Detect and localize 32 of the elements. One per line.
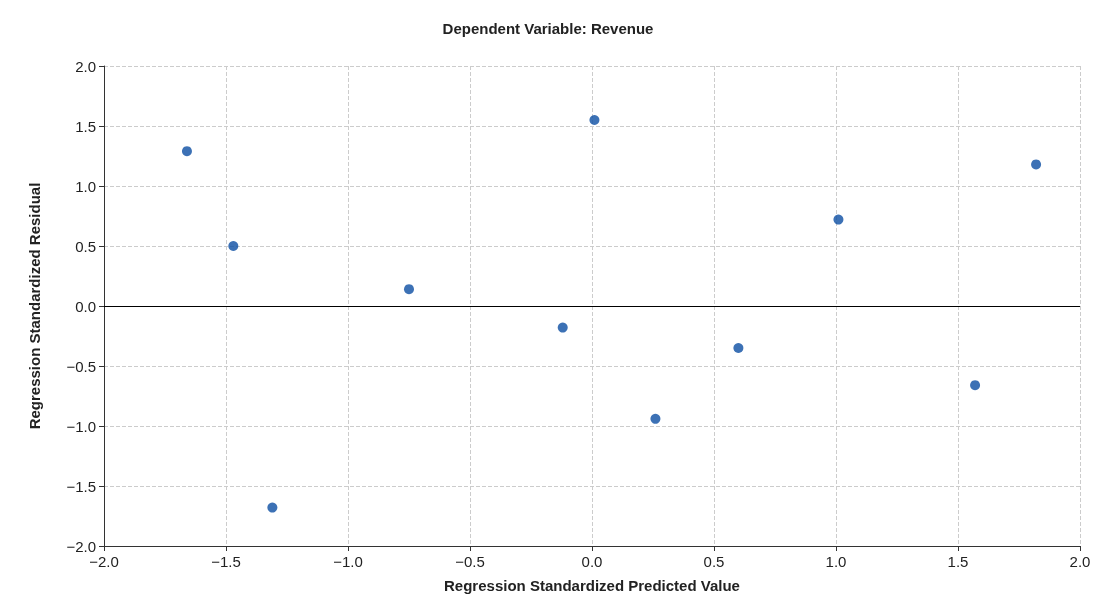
point — [1031, 159, 1042, 170]
y-tick-label: −1.0 — [66, 417, 96, 435]
point — [228, 241, 239, 251]
x-axis-title: Regression Standardized Predicted Value — [444, 577, 740, 594]
y-tick-label: 1.0 — [75, 177, 96, 195]
y-tick-label: 1.5 — [75, 117, 96, 135]
x-tick-label: 1.0 — [825, 553, 847, 570]
x-tick-label: −1.5 — [211, 553, 241, 570]
x-tick-label: 2.0 — [1069, 553, 1091, 570]
y-tick-label: 0.0 — [75, 297, 96, 315]
x-tick-label: 0.5 — [703, 553, 725, 570]
x-tick-label: 1.5 — [947, 553, 969, 570]
y-tick-label: −2.0 — [66, 537, 96, 555]
y-tick-label: −1.5 — [66, 477, 96, 495]
point — [970, 380, 981, 391]
point — [557, 322, 568, 333]
y-tick-label: 2.0 — [75, 57, 96, 75]
point — [181, 146, 192, 157]
point — [267, 502, 278, 513]
x-tick-label: 0.0 — [581, 553, 603, 570]
point — [589, 115, 600, 125]
point — [650, 413, 661, 424]
point — [733, 343, 744, 353]
x-tick-label: −0.5 — [455, 553, 485, 570]
x-tick-label: −2.0 — [89, 553, 119, 570]
chart-title: Dependent Variable: Revenue — [442, 20, 654, 37]
y-axis-title: Regression Standardized Residual — [26, 182, 43, 430]
y-tick-label: −0.5 — [66, 357, 96, 375]
point — [404, 284, 414, 295]
point — [833, 214, 844, 225]
y-tick-label: 0.5 — [75, 237, 96, 255]
x-tick-label: −1.0 — [333, 553, 363, 570]
